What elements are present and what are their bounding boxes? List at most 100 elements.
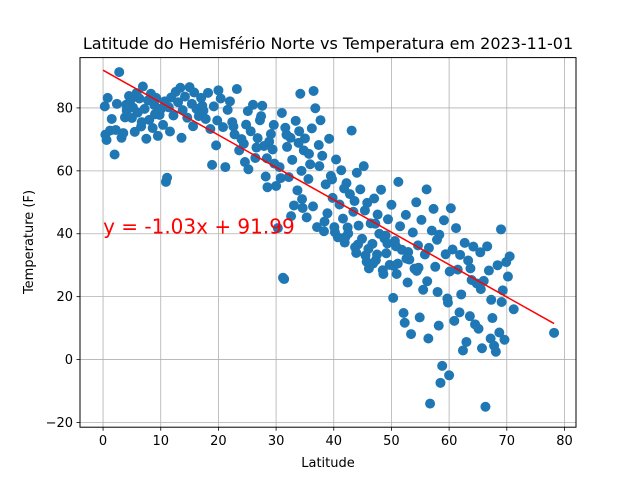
data-point <box>271 180 282 191</box>
data-point <box>482 241 493 252</box>
data-point <box>454 307 465 318</box>
y-tick-label: 80 <box>56 101 73 116</box>
data-point <box>461 336 472 347</box>
data-point <box>380 230 391 241</box>
data-point <box>476 343 487 354</box>
data-point <box>149 109 160 120</box>
data-point <box>282 141 293 152</box>
data-point <box>421 184 432 195</box>
data-point <box>340 232 351 243</box>
data-point <box>137 81 148 92</box>
data-point <box>480 401 491 412</box>
data-point <box>224 96 235 107</box>
data-point <box>207 159 218 170</box>
x-tick-label: 70 <box>499 434 516 449</box>
x-tick-label: 80 <box>556 434 573 449</box>
data-point <box>102 92 113 103</box>
data-point <box>355 184 366 195</box>
data-point <box>475 284 486 295</box>
data-point <box>324 133 335 144</box>
data-point <box>399 317 410 328</box>
data-point <box>423 242 434 253</box>
data-point <box>425 398 436 409</box>
data-point <box>203 87 214 98</box>
data-point <box>276 107 287 118</box>
data-point <box>114 67 125 78</box>
data-point <box>457 345 468 356</box>
data-point <box>494 327 505 338</box>
data-point <box>211 140 222 151</box>
data-point <box>351 167 362 178</box>
data-point <box>222 104 233 115</box>
data-point <box>346 125 357 136</box>
data-point <box>331 154 342 165</box>
data-point <box>200 113 211 124</box>
data-point <box>158 119 169 130</box>
data-point <box>351 247 362 258</box>
data-point <box>445 203 456 214</box>
data-point <box>197 100 208 111</box>
data-point <box>376 184 387 195</box>
data-point <box>411 265 422 276</box>
data-point <box>288 200 299 211</box>
data-point <box>492 260 503 271</box>
data-point <box>301 212 312 223</box>
data-point <box>426 225 437 236</box>
data-point <box>109 149 120 160</box>
data-point <box>496 297 507 308</box>
data-point <box>134 93 145 104</box>
data-point <box>428 203 439 214</box>
data-point <box>388 292 399 303</box>
data-point <box>438 215 449 226</box>
data-point <box>293 137 304 148</box>
x-axis-label: Latitude <box>301 456 355 471</box>
data-point <box>251 142 262 153</box>
data-point <box>208 101 219 112</box>
data-point <box>176 132 187 143</box>
data-point <box>111 98 122 109</box>
data-point <box>168 110 179 121</box>
data-point <box>444 266 455 277</box>
data-point <box>367 258 378 269</box>
data-point <box>308 85 319 96</box>
data-point <box>414 312 425 323</box>
data-point <box>353 220 364 231</box>
data-point <box>215 93 226 104</box>
data-point <box>121 99 132 110</box>
data-point <box>303 174 314 185</box>
data-point <box>228 121 239 132</box>
data-point <box>306 123 317 134</box>
x-tick-label: 40 <box>325 434 342 449</box>
data-point <box>118 128 129 139</box>
data-point <box>411 197 422 208</box>
data-point <box>272 223 283 234</box>
data-point <box>308 201 319 212</box>
data-point <box>283 172 294 183</box>
data-point <box>106 113 117 124</box>
data-point <box>310 103 321 114</box>
data-point <box>423 333 434 344</box>
data-point <box>407 227 418 238</box>
data-point <box>162 172 173 183</box>
data-point <box>287 154 298 165</box>
data-point <box>99 101 110 112</box>
data-point <box>402 277 413 288</box>
data-point <box>497 285 508 296</box>
data-point <box>292 185 303 196</box>
x-tick-label: 20 <box>210 434 227 449</box>
data-point <box>388 260 399 271</box>
data-point <box>267 144 278 155</box>
data-point <box>175 82 186 93</box>
data-point <box>315 115 326 126</box>
data-point <box>294 126 305 137</box>
data-point <box>268 119 279 130</box>
y-axis-ticks: −20 0 20 40 60 80 <box>46 101 80 431</box>
data-point <box>473 323 484 334</box>
data-point <box>188 121 199 132</box>
data-point <box>378 269 389 280</box>
data-point <box>164 126 175 137</box>
data-point <box>358 161 369 172</box>
data-point <box>322 208 333 219</box>
